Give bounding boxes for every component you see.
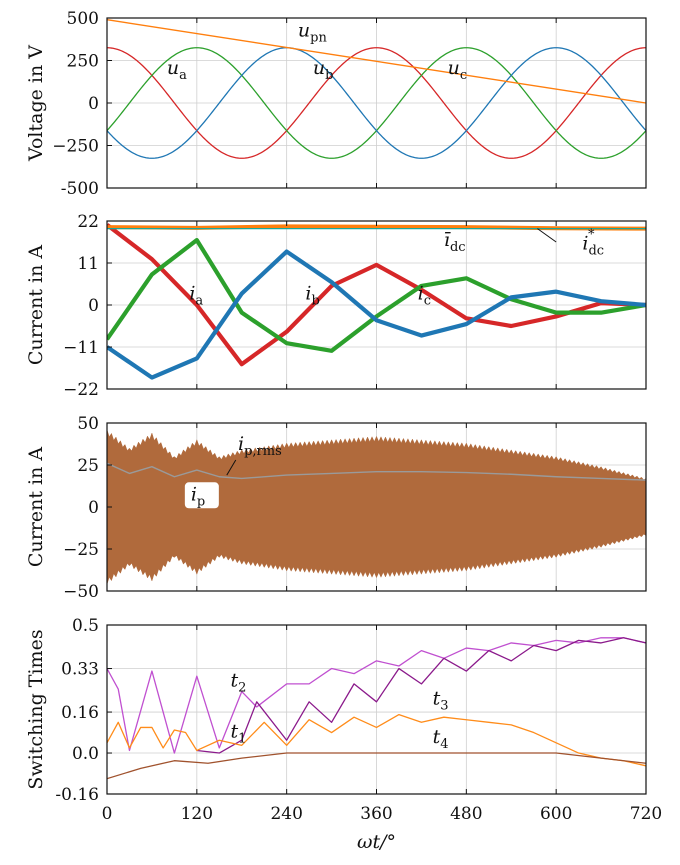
- annotation-box: [184, 482, 219, 509]
- y-axis-label: Voltage in V: [25, 45, 47, 162]
- y-tick-label: 0.16: [61, 703, 99, 723]
- x-tick-label: 600: [540, 804, 572, 824]
- x-tick-label: 480: [450, 804, 482, 824]
- plot-area: [107, 637, 646, 780]
- series-t-4: [107, 752, 646, 780]
- y-tick-label: 50: [77, 414, 99, 434]
- annotation-i-prms: ip,rms: [238, 433, 282, 459]
- series-t-3: [107, 713, 646, 767]
- y-tick-label: 0: [88, 296, 99, 316]
- annotation-i-a: ia: [189, 282, 203, 308]
- series-i-b: [107, 237, 646, 353]
- y-tick-label: 0: [88, 94, 99, 114]
- x-tick-label: 720: [630, 804, 662, 824]
- annotation-i-b: ib: [305, 282, 319, 308]
- x-tick-label: 120: [181, 804, 213, 824]
- y-axis-label: Switching Times: [25, 629, 47, 789]
- plot-area: [107, 19, 646, 159]
- y-tick-label: 0.0: [72, 744, 99, 764]
- annotation-t-2: t2: [231, 669, 247, 695]
- y-tick-label: 22: [77, 212, 99, 232]
- panel-4: -0.16 0.0 0.16 0.33 0.5 0 120 240 360 480 600 720 ωt…: [25, 616, 662, 853]
- annotation-u-pn: upn: [298, 20, 328, 46]
- y-tick-label: -500: [61, 179, 99, 199]
- y-tick-label: 500: [67, 9, 99, 29]
- annotation-t-3: t3: [433, 687, 449, 713]
- leader-line: [537, 228, 557, 243]
- y-tick-label: 250: [67, 52, 99, 72]
- annotation-i-dc: idc*: [582, 228, 604, 259]
- annotation-u-a: ua: [167, 57, 187, 83]
- series-u-c: [107, 47, 646, 159]
- y-tick-label: 0: [88, 498, 99, 518]
- y-tick-label: −11: [63, 338, 99, 358]
- y-tick-label: −25: [63, 540, 99, 560]
- plot-area: [107, 429, 646, 585]
- y-tick-label: −22: [63, 380, 99, 400]
- y-tick-label: -0.16: [55, 785, 99, 805]
- series-i-p: [107, 429, 646, 585]
- y-tick-label: −250: [52, 137, 99, 157]
- y-tick-label: −50: [63, 582, 99, 602]
- y-tick-label: 0.5: [72, 616, 99, 636]
- series-t-2: [107, 637, 646, 754]
- y-tick-label: 0.33: [61, 660, 99, 680]
- x-tick-label: 360: [360, 804, 392, 824]
- panel-1: -500 −250 0 250 500 Voltage in V upn ua ub uc: [25, 9, 647, 199]
- x-axis-label: ωt/°: [357, 831, 396, 853]
- series-t-1: [196, 637, 646, 754]
- y-axis-label: Current in A: [25, 447, 47, 567]
- y-tick-label: 11: [77, 254, 99, 274]
- series-i-a: [107, 223, 646, 367]
- annotation-t-4: t4: [433, 726, 449, 752]
- y-axis-label: Current in A: [25, 245, 47, 365]
- annotation-u-b: ub: [313, 57, 334, 83]
- plot-area: [107, 223, 646, 380]
- x-tick-label: 0: [102, 804, 113, 824]
- series-i-c: [107, 249, 646, 380]
- x-tick-label: 240: [270, 804, 302, 824]
- series-i-p-rms: [107, 462, 646, 481]
- series-u-pn: [107, 19, 646, 104]
- leader-line: [226, 459, 237, 476]
- annotation-ī-dc: īdc: [444, 229, 466, 255]
- y-tick-label: 25: [77, 456, 99, 476]
- annotation-u-c: uc: [448, 57, 468, 83]
